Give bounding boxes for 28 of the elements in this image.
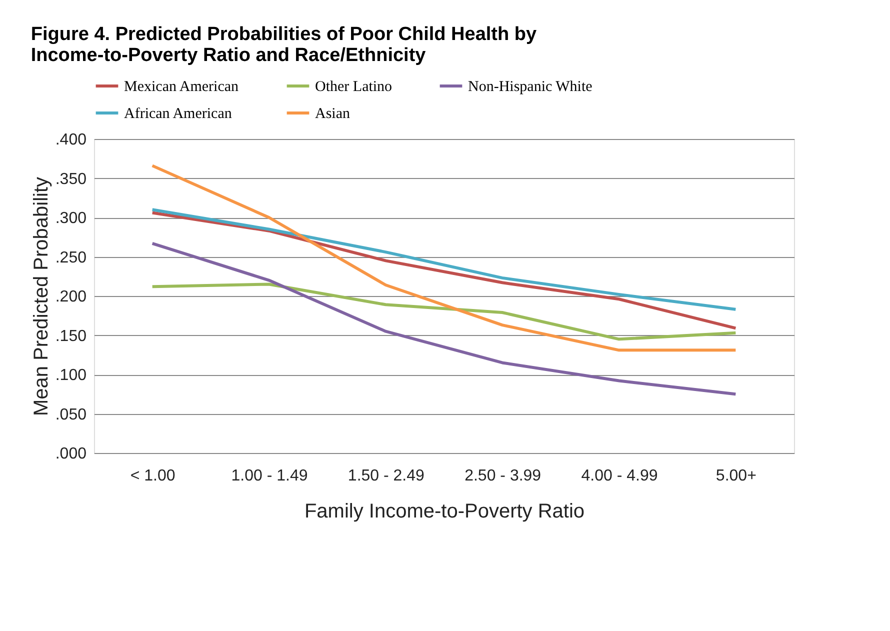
- y-tick-label: .250: [55, 249, 87, 266]
- x-tick-label: < 1.00: [130, 468, 176, 484]
- y-tick-label: .350: [55, 170, 87, 188]
- x-tick-label: 2.50 - 3.99: [464, 468, 542, 484]
- y-axis-title: Mean Predicted Probability: [30, 176, 52, 416]
- chart-title: Figure 4. Predicted Probabilities of Poor Child Health by Income-to-Poverty Ratio and Race/Ethnicity: [30, 24, 537, 66]
- legend-label: Non-Hispanic White: [468, 79, 593, 95]
- y-tick-label: .050: [55, 406, 87, 424]
- legend-label: Other Latino: [315, 79, 392, 95]
- legend-label: African American: [124, 106, 232, 122]
- line-series: [150, 164, 738, 352]
- x-tick-label: 1.50 - 2.49: [348, 468, 425, 484]
- y-tick-label: .200: [55, 288, 87, 306]
- legend-label: Asian: [315, 106, 350, 122]
- x-axis-title: Family Income-to-Poverty Ratio: [304, 500, 585, 522]
- y-tick-label: .150: [55, 328, 87, 345]
- y-tick-label: .400: [55, 132, 87, 148]
- y-tick-label: .100: [55, 367, 87, 384]
- legend-label: Mexican American: [124, 79, 240, 95]
- line-series: [150, 282, 738, 341]
- line-series: [150, 211, 738, 330]
- x-tick-label: 4.00 - 4.99: [581, 468, 658, 484]
- x-tick-label: 5.00+: [716, 468, 756, 484]
- line-series: [150, 242, 738, 396]
- y-tick-label: .000: [55, 446, 87, 462]
- line-series: [150, 208, 738, 311]
- y-tick-label: .300: [55, 210, 87, 227]
- x-tick-label: 1.00 - 1.49: [231, 468, 308, 484]
